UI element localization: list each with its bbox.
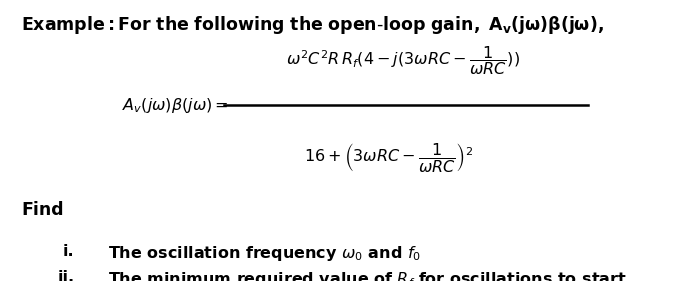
Text: ii.: ii.	[57, 270, 74, 281]
Text: $\omega^2 C^2 R\, R_f(4 - j(3\omega RC - \dfrac{1}{\omega RC}))$: $\omega^2 C^2 R\, R_f(4 - j(3\omega RC -…	[286, 44, 519, 77]
Text: $16 + \left(3\omega RC - \dfrac{1}{\omega RC}\right)^{2}$: $16 + \left(3\omega RC - \dfrac{1}{\omeg…	[304, 141, 473, 174]
Text: $\mathbf{Example: For\ the\ following\ the\ open\text{-}loop\ gain,\ A_v(j\omega: $\mathbf{Example: For\ the\ following\ t…	[21, 14, 604, 36]
Text: The oscillation frequency $\omega_0$ and $f_0$: The oscillation frequency $\omega_0$ and…	[108, 244, 421, 264]
Text: The minimum required value of $R_f$ for oscillations to start.: The minimum required value of $R_f$ for …	[108, 270, 632, 281]
Text: i.: i.	[63, 244, 75, 259]
Text: Find: Find	[21, 201, 64, 219]
Text: $A_v(j\omega)\beta(j\omega) =$: $A_v(j\omega)\beta(j\omega) =$	[122, 96, 229, 115]
